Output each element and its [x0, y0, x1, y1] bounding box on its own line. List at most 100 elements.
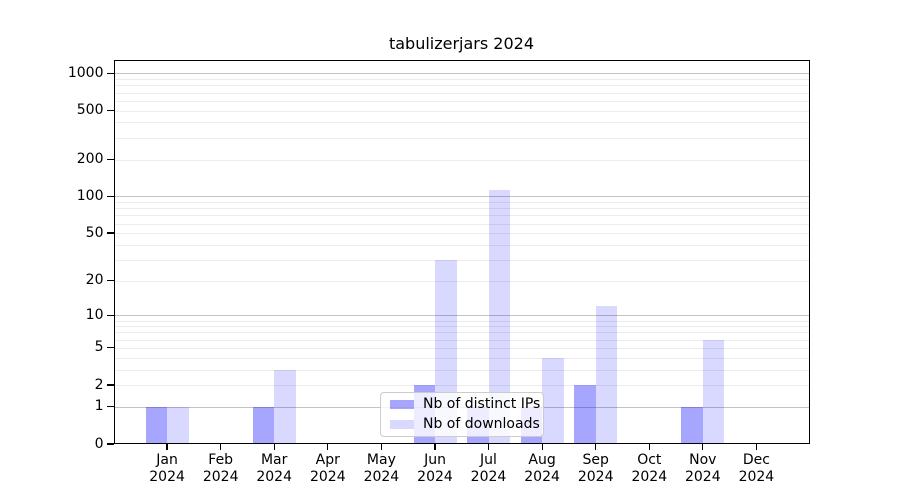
- y-tick-label-1000: 1000: [67, 64, 104, 81]
- gridline-minor-6: [113, 339, 810, 341]
- gridline-minor-3: [113, 369, 810, 371]
- x-tick-label-jun-2024: Jun 2024: [399, 452, 471, 485]
- bar-nb-of-downloads-sep-2024: [595, 306, 618, 444]
- bar-nb-of-distinct-ips-sep-2024: [574, 385, 596, 444]
- x-tick-label-dec-2024: Dec 2024: [720, 452, 792, 485]
- legend-swatch-downloads: [390, 420, 414, 429]
- x-tick-mark-mar-2024: [273, 444, 275, 450]
- gridline-minor-400: [113, 122, 810, 124]
- x-tick-month: Sep: [582, 452, 609, 468]
- x-tick-year: 2024: [309, 468, 346, 485]
- y-tick-label-5: 5: [94, 339, 104, 356]
- y-tick-mark-200: [106, 158, 114, 161]
- x-tick-month: Feb: [208, 452, 234, 468]
- y-tick-mark-1: [106, 406, 114, 408]
- y-tick-mark-1000: [106, 72, 114, 74]
- y-tick-label-500: 500: [76, 102, 104, 118]
- x-tick-year: 2024: [149, 468, 185, 485]
- legend-label-downloads: Nb of downloads: [423, 416, 540, 432]
- bar-nb-of-distinct-ips-nov-2024: [681, 406, 703, 444]
- legend-swatch-distinct-ips: [390, 400, 414, 409]
- gridline-minor-60: [113, 223, 810, 225]
- x-tick-year: 2024: [631, 468, 668, 485]
- gridline-minor-8: [113, 326, 810, 328]
- gridline-minor-5: [113, 347, 810, 349]
- bar-nb-of-downloads-aug-2024: [542, 357, 564, 444]
- x-tick-mark-apr-2024: [327, 444, 329, 450]
- gridline-minor-4: [113, 357, 810, 359]
- x-tick-label-aug-2024: Aug 2024: [506, 452, 578, 485]
- gridline-minor-40: [113, 244, 810, 246]
- x-tick-label-oct-2024: Oct 2024: [613, 452, 685, 485]
- y-tick-label-2: 2: [94, 376, 104, 393]
- x-tick-year: 2024: [202, 468, 239, 485]
- gridline-minor-70: [113, 215, 810, 217]
- x-tick-month: Nov: [689, 452, 717, 468]
- gridline-minor-500: [113, 110, 810, 112]
- y-tick-mark-50: [106, 232, 114, 234]
- bar-nb-of-downloads-mar-2024: [274, 369, 296, 444]
- gridline-minor-7: [113, 332, 810, 334]
- y-tick-mark-0: [106, 443, 114, 445]
- plot-area: [113, 60, 810, 445]
- x-tick-month: Aug: [528, 452, 556, 468]
- gridline-minor-700: [113, 92, 810, 94]
- legend-row-downloads: Nb of downloads: [390, 417, 543, 432]
- x-tick-mark-dec-2024: [755, 444, 758, 450]
- gridline-minor-200: [113, 159, 810, 161]
- bar-nb-of-downloads-jul-2024: [488, 189, 510, 444]
- x-tick-year: 2024: [417, 468, 453, 485]
- x-tick-label-may-2024: May 2024: [345, 452, 417, 485]
- y-tick-mark-100: [106, 195, 114, 198]
- x-tick-mark-sep-2024: [595, 444, 597, 450]
- x-tick-month: Apr: [315, 452, 340, 468]
- gridline-minor-9: [113, 320, 810, 322]
- legend-row-distinct-ips: Nb of distinct IPs: [390, 397, 543, 412]
- x-tick-month: May: [366, 452, 396, 468]
- x-tick-mark-jan-2024: [166, 444, 168, 450]
- y-tick-label-10: 10: [85, 306, 104, 323]
- bar-nb-of-downloads-jan-2024: [167, 406, 189, 444]
- chart-title: tabulizerjars 2024: [388, 34, 535, 53]
- gridline-minor-30: [113, 259, 810, 261]
- x-tick-year: 2024: [256, 468, 292, 485]
- x-tick-mark-feb-2024: [220, 444, 222, 450]
- gridline-minor-800: [113, 85, 810, 87]
- gridline-major-1000: [113, 73, 810, 75]
- x-tick-label-sep-2024: Sep 2024: [560, 452, 632, 485]
- gridline-minor-600: [113, 100, 810, 102]
- x-tick-label-mar-2024: Mar 2024: [238, 452, 310, 485]
- y-tick-label-200: 200: [76, 151, 104, 167]
- x-tick-label-nov-2024: Nov 2024: [667, 452, 739, 485]
- x-tick-year: 2024: [363, 468, 400, 485]
- gridline-minor-900: [113, 79, 810, 80]
- x-tick-year: 2024: [577, 468, 614, 485]
- x-tick-year: 2024: [738, 468, 775, 485]
- x-tick-label-apr-2024: Apr 2024: [292, 452, 364, 485]
- y-tick-mark-10: [106, 314, 114, 316]
- legend: Nb of distinct IPs Nb of downloads: [380, 392, 544, 437]
- gridline-major-100: [113, 196, 810, 198]
- x-tick-month: Jan: [156, 452, 178, 468]
- y-tick-mark-500: [106, 109, 114, 112]
- y-tick-mark-2: [106, 384, 114, 386]
- x-tick-year: 2024: [524, 468, 560, 485]
- x-tick-month: Jul: [480, 452, 497, 468]
- x-tick-month: Mar: [260, 452, 288, 468]
- x-tick-mark-aug-2024: [541, 444, 543, 450]
- x-tick-mark-may-2024: [380, 444, 382, 450]
- y-tick-label-0: 0: [94, 435, 104, 452]
- gridline-minor-300: [113, 137, 810, 139]
- y-tick-label-50: 50: [85, 224, 104, 241]
- gridline-minor-2: [113, 385, 810, 387]
- x-tick-year: 2024: [470, 468, 507, 485]
- y-tick-label-1: 1: [94, 398, 104, 415]
- x-tick-year: 2024: [684, 468, 721, 485]
- y-tick-label-100: 100: [76, 187, 104, 204]
- gridline-major-10: [113, 315, 810, 317]
- x-tick-label-jul-2024: Jul 2024: [453, 452, 525, 485]
- x-tick-mark-oct-2024: [648, 444, 650, 450]
- gridline-minor-20: [113, 280, 810, 282]
- x-tick-month: Jun: [424, 452, 446, 468]
- x-tick-month: Oct: [637, 452, 662, 468]
